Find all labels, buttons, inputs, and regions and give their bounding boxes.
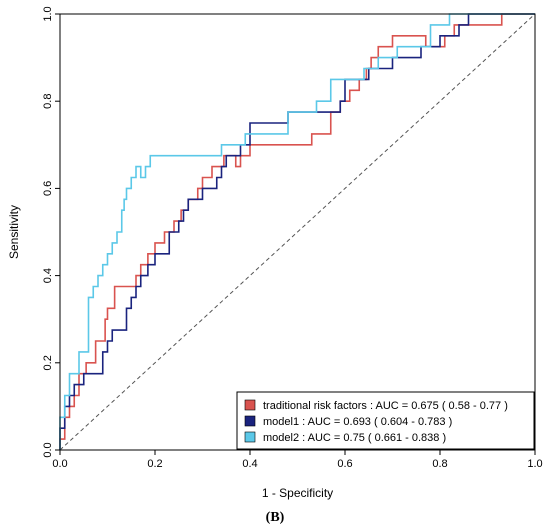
plot-frame (59, 13, 536, 451)
y-tick-label: 0.2 (42, 355, 54, 370)
reference-diagonal (59, 13, 536, 451)
x-axis: 0.0 0.2 0.4 0.6 0.8 1.0 (52, 450, 543, 470)
y-tick-label: 0.8 (42, 94, 54, 109)
plot-area (59, 13, 536, 451)
legend-entry: model1 : AUC = 0.693 ( 0.604 - 0.783 ) (263, 416, 452, 428)
legend-swatch (244, 415, 256, 427)
series-line-model2 (59, 13, 535, 450)
legend-swatch (244, 431, 256, 443)
x-tick-label: 0.6 (337, 458, 352, 470)
legend-entry: traditional risk factors : AUC = 0.675 (… (263, 400, 508, 412)
y-tick-label: 0.6 (42, 181, 54, 196)
y-axis: 0.0 0.2 0.4 0.6 0.8 1.0 (42, 6, 60, 458)
x-tick-label: 0.4 (242, 458, 257, 470)
x-tick-label: 0.8 (432, 458, 447, 470)
figure-caption: (B) (265, 510, 285, 525)
series-line-model1 (59, 13, 535, 450)
roc-chart: 0.0 0.2 0.4 0.6 0.8 1.0 0.0 0.2 0.4 0.6 0.8 1.0 1 … (7, 6, 543, 500)
legend-entry: model2 : AUC = 0.75 ( 0.661 - 0.838 ) (263, 432, 446, 444)
legend-box (236, 391, 535, 450)
x-tick-label: 0.0 (52, 458, 67, 470)
x-tick-label: 1.0 (527, 458, 542, 470)
legend: traditional risk factors : AUC = 0.675 (… (236, 391, 535, 450)
legend-swatch (244, 399, 256, 411)
x-axis-label: 1 - Specificity (262, 486, 333, 500)
y-tick-label: 0.4 (42, 268, 54, 283)
y-tick-label: 0.0 (42, 442, 54, 457)
series-line-traditional-risk-factors (59, 13, 535, 450)
y-axis-label: Sensitivity (7, 205, 21, 259)
y-tick-label: 1.0 (42, 6, 54, 21)
x-tick-label: 0.2 (147, 458, 162, 470)
